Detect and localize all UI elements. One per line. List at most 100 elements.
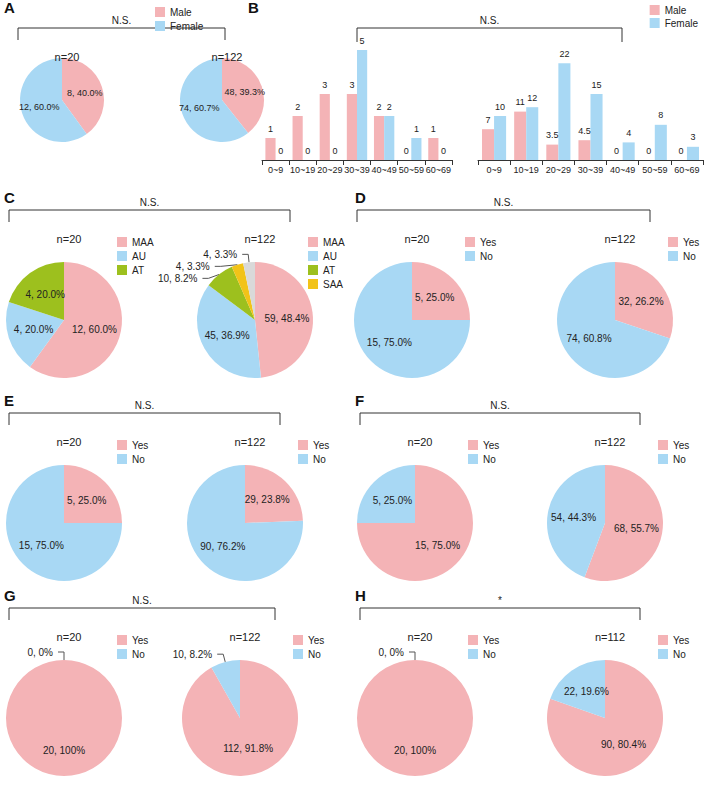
svg-text:N.S.: N.S. (480, 15, 499, 26)
svg-text:n=20: n=20 (57, 631, 82, 643)
svg-text:Yes: Yes (308, 635, 324, 646)
svg-text:10: 10 (495, 102, 505, 112)
svg-text:15: 15 (592, 80, 602, 90)
svg-text:MAA: MAA (132, 237, 154, 248)
svg-text:8: 8 (658, 110, 663, 120)
svg-text:Yes: Yes (673, 440, 689, 451)
svg-text:*: * (498, 595, 502, 606)
svg-text:Yes: Yes (313, 440, 329, 451)
svg-text:30~39: 30~39 (578, 165, 603, 175)
svg-text:n=122: n=122 (230, 631, 261, 643)
svg-text:n=20: n=20 (408, 631, 433, 643)
svg-text:Male: Male (665, 5, 687, 16)
svg-text:0: 0 (404, 146, 409, 156)
svg-text:n=122: n=122 (595, 436, 626, 448)
svg-text:20~29: 20~29 (317, 165, 342, 175)
svg-text:F: F (355, 392, 364, 409)
svg-text:n=20: n=20 (405, 233, 430, 245)
svg-text:1: 1 (268, 124, 273, 134)
svg-text:Female: Female (170, 21, 204, 32)
svg-text:15, 75.0%: 15, 75.0% (19, 540, 64, 551)
svg-text:0: 0 (646, 146, 651, 156)
svg-text:5, 25.0%: 5, 25.0% (373, 495, 413, 506)
svg-text:4, 20.0%: 4, 20.0% (14, 324, 54, 335)
svg-text:H: H (355, 587, 366, 604)
svg-text:3: 3 (322, 80, 327, 90)
svg-text:N.S.: N.S. (490, 400, 509, 411)
svg-text:No: No (683, 251, 696, 262)
svg-text:2: 2 (377, 102, 382, 112)
svg-text:n=122: n=122 (245, 233, 276, 245)
svg-text:Yes: Yes (480, 237, 496, 248)
svg-text:SAA: SAA (323, 279, 343, 290)
svg-text:29, 23.8%: 29, 23.8% (245, 494, 290, 505)
svg-text:N.S.: N.S. (494, 197, 513, 208)
svg-text:AT: AT (132, 265, 144, 276)
svg-text:AT: AT (323, 265, 335, 276)
svg-text:No: No (483, 454, 496, 465)
svg-text:D: D (355, 189, 366, 206)
svg-text:90, 80.4%: 90, 80.4% (601, 739, 646, 750)
svg-text:Male: Male (170, 7, 192, 18)
svg-text:Yes: Yes (483, 635, 499, 646)
svg-text:2: 2 (387, 102, 392, 112)
svg-text:A: A (4, 0, 15, 16)
svg-text:No: No (673, 454, 686, 465)
svg-text:0~9: 0~9 (486, 165, 501, 175)
svg-text:1: 1 (431, 124, 436, 134)
svg-text:n=122: n=122 (235, 436, 266, 448)
svg-text:No: No (483, 649, 496, 660)
svg-text:4.5: 4.5 (578, 126, 591, 136)
svg-text:12, 60.0%: 12, 60.0% (19, 102, 60, 112)
svg-text:48, 39.3%: 48, 39.3% (224, 87, 265, 97)
svg-text:68, 55.7%: 68, 55.7% (614, 523, 659, 534)
svg-text:0, 0%: 0, 0% (378, 647, 404, 658)
svg-text:10~19: 10~19 (514, 165, 539, 175)
svg-text:11: 11 (516, 97, 525, 107)
svg-text:32, 26.2%: 32, 26.2% (618, 296, 663, 307)
svg-text:n=112: n=112 (595, 631, 625, 643)
svg-text:n=122: n=122 (212, 51, 243, 63)
svg-text:0: 0 (278, 146, 283, 156)
svg-text:B: B (248, 0, 259, 16)
svg-text:Female: Female (665, 18, 699, 29)
svg-text:12: 12 (527, 93, 537, 103)
svg-text:No: No (132, 649, 145, 660)
svg-text:59, 48.4%: 59, 48.4% (264, 313, 309, 324)
svg-text:C: C (4, 189, 15, 206)
svg-text:No: No (313, 454, 326, 465)
svg-text:4, 3.3%: 4, 3.3% (176, 261, 210, 272)
svg-text:60~69: 60~69 (426, 165, 451, 175)
svg-text:3: 3 (690, 132, 695, 142)
svg-text:15, 75.0%: 15, 75.0% (367, 337, 412, 348)
svg-text:5, 25.0%: 5, 25.0% (67, 495, 107, 506)
svg-text:No: No (480, 251, 493, 262)
svg-text:No: No (132, 454, 145, 465)
svg-text:20, 100%: 20, 100% (43, 745, 85, 756)
svg-text:50~59: 50~59 (642, 165, 667, 175)
svg-text:Yes: Yes (673, 635, 689, 646)
svg-text:12, 60.0%: 12, 60.0% (72, 324, 117, 335)
svg-text:90, 76.2%: 90, 76.2% (200, 541, 245, 552)
svg-text:40~49: 40~49 (372, 165, 397, 175)
svg-text:Yes: Yes (132, 440, 148, 451)
svg-text:N.S.: N.S. (135, 400, 154, 411)
svg-text:N.S.: N.S. (112, 15, 131, 26)
svg-text:No: No (308, 649, 321, 660)
svg-text:0: 0 (332, 146, 337, 156)
svg-text:112, 91.8%: 112, 91.8% (223, 743, 273, 754)
svg-text:n=20: n=20 (57, 436, 82, 448)
svg-text:1: 1 (414, 124, 419, 134)
svg-text:54, 44.3%: 54, 44.3% (551, 512, 596, 523)
svg-text:n=20: n=20 (55, 51, 80, 63)
svg-text:10~19: 10~19 (290, 165, 315, 175)
svg-text:No: No (673, 649, 686, 660)
svg-text:MAA: MAA (323, 237, 345, 248)
svg-text:n=20: n=20 (57, 233, 82, 245)
svg-text:n=122: n=122 (605, 233, 636, 245)
svg-text:0, 0%: 0, 0% (27, 647, 53, 658)
svg-text:22: 22 (559, 49, 569, 59)
svg-text:0: 0 (441, 146, 446, 156)
svg-text:0: 0 (305, 146, 310, 156)
svg-text:20, 100%: 20, 100% (394, 745, 436, 756)
